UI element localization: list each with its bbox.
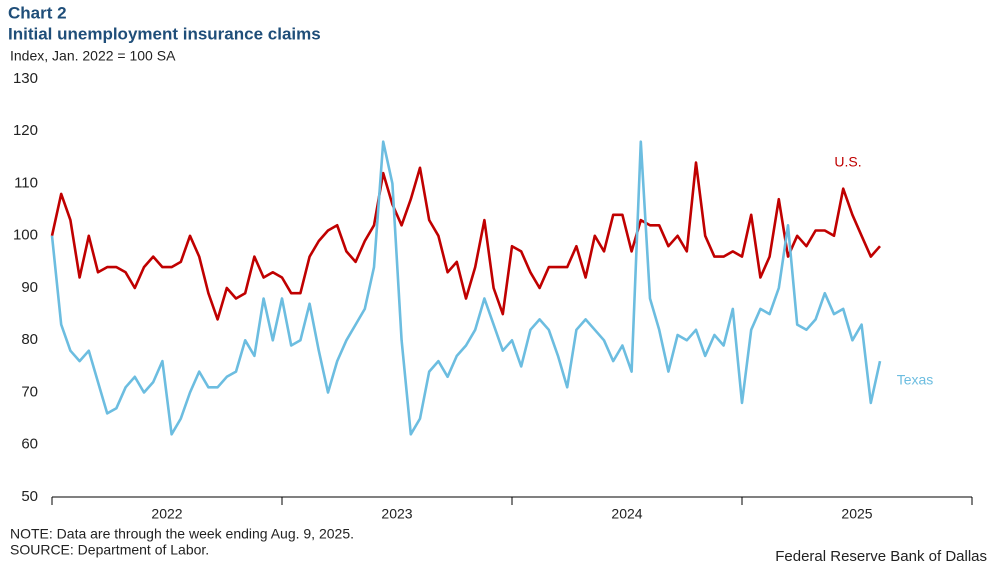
y-tick-label: 130 (13, 70, 38, 87)
y-tick-label: 100 (13, 227, 38, 244)
series-label: U.S. (834, 154, 861, 170)
x-tick-label: 2022 (151, 506, 182, 522)
y-tick-label: 90 (21, 279, 38, 296)
series-line (50, 140, 882, 436)
y-tick-label: 60 (21, 436, 38, 453)
chart-label: Chart 2 (8, 3, 67, 22)
x-tick-label: 2023 (381, 506, 412, 522)
series-line (50, 161, 881, 321)
series-label: Texas (897, 372, 934, 388)
credit: Federal Reserve Bank of Dallas (775, 548, 987, 565)
x-tick-label: 2025 (841, 506, 872, 522)
note: NOTE: Data are through the week ending A… (10, 526, 354, 542)
x-tick-label: 2024 (611, 506, 642, 522)
y-tick-label: 110 (14, 174, 38, 191)
y-tick-label: 120 (13, 122, 38, 139)
chart-subtitle: Index, Jan. 2022 = 100 SA (10, 48, 176, 64)
y-tick-label: 80 (21, 331, 38, 348)
y-tick-label: 50 (21, 488, 38, 505)
source: SOURCE: Department of Labor. (10, 542, 209, 558)
y-tick-label: 70 (21, 383, 38, 400)
chart-title: Initial unemployment insurance claims (8, 24, 321, 43)
